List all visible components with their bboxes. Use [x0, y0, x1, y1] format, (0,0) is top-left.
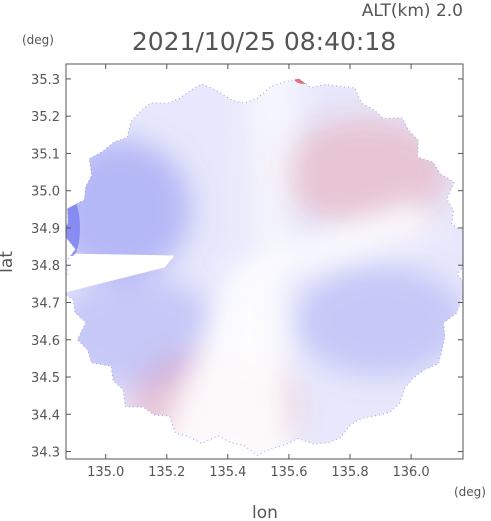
scan-area — [66, 78, 463, 456]
radar-data-field — [66, 78, 463, 456]
velocity-region-northeast-positive — [280, 117, 451, 228]
y-axis-label: lat — [0, 251, 17, 273]
x-unit-label: (deg) — [454, 485, 486, 499]
y-tick-label: 35.2 — [31, 110, 60, 125]
y-tick-label: 34.4 — [31, 408, 60, 423]
velocity-region-east-negative — [295, 266, 463, 377]
x-tick-label: 135.8 — [331, 465, 368, 480]
y-unit-label: (deg) — [22, 33, 54, 47]
y-tick-label: 35.0 — [31, 185, 60, 200]
plot-frame — [65, 63, 464, 460]
scan-timestamp: 2021/10/25 08:40:18 — [132, 27, 396, 56]
y-tick-label: 34.6 — [31, 334, 60, 349]
x-ticks: 135.0 135.2 135.4 135.6 135.8 136.0 — [87, 64, 430, 480]
y-ticks: 34.3 34.4 34.5 34.6 34.7 34.8 34.9 35.0 35.1 35.2… — [31, 73, 463, 461]
y-tick-label: 35.1 — [31, 147, 60, 162]
y-tick-label: 34.3 — [31, 446, 60, 461]
y-tick-label: 34.8 — [31, 259, 60, 274]
blocked-beam-wedge — [66, 253, 175, 294]
x-tick-label: 135.4 — [209, 465, 246, 480]
y-tick-label: 34.9 — [31, 222, 60, 237]
zero-velocity-band — [144, 78, 435, 456]
x-tick-label: 136.0 — [392, 465, 429, 480]
x-tick-label: 135.0 — [87, 465, 124, 480]
strong-echo-north — [294, 78, 315, 84]
x-tick-label: 135.2 — [148, 465, 185, 480]
x-axis-label: lon — [252, 503, 278, 521]
y-tick-label: 34.5 — [31, 371, 60, 386]
x-tick-label: 135.6 — [270, 465, 307, 480]
y-tick-label: 35.3 — [31, 73, 60, 88]
y-tick-label: 34.7 — [31, 296, 60, 311]
altitude-label: ALT(km) 2.0 — [362, 1, 463, 21]
